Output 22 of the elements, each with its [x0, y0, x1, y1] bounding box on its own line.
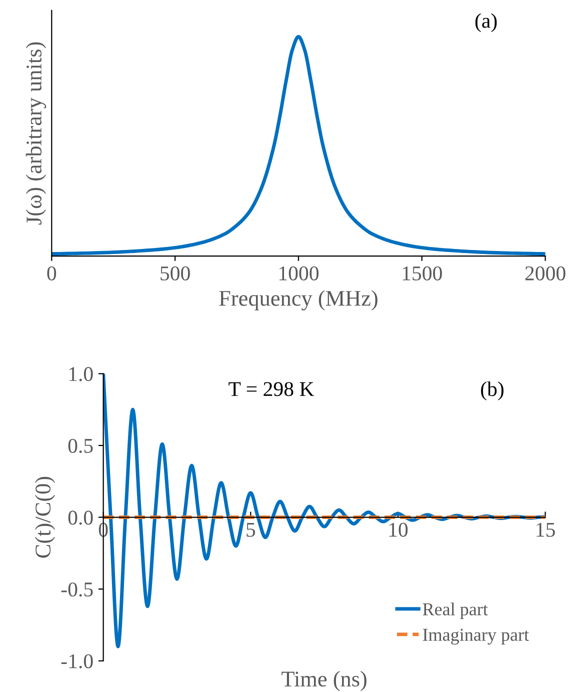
y-axis-title: J(ω) (arbitrary units) [26, 42, 46, 225]
y-tick-label: -1.0 [61, 654, 93, 668]
y-axis-title: C(t)/C(0) [34, 476, 56, 558]
annotation: (b) [481, 381, 504, 400]
legend-label: Imaginary part [422, 628, 529, 645]
x-tick-label: 500 [160, 266, 190, 280]
x-tick-label: 0 [47, 266, 56, 280]
x-axis-title: Time (ns) [282, 670, 366, 692]
x-tick-label: 1500 [402, 266, 442, 280]
text: (a) [475, 13, 497, 32]
x-axis-title: Frequency (MHz) [219, 290, 378, 310]
y-tick-label: 0.0 [68, 510, 93, 525]
y-tick-label: 0.5 [68, 438, 93, 453]
y-tick-label: -0.5 [61, 582, 93, 597]
y-tick-label: 1.0 [69, 367, 93, 382]
x-tick-label: 5 [246, 522, 256, 537]
legend-label: Real part [422, 602, 488, 620]
x-tick-label: 2000 [525, 266, 566, 280]
annotation: T = 298 K [228, 382, 314, 396]
x-tick-label: 10 [389, 522, 408, 537]
x-tick-label: 15 [536, 522, 555, 537]
x-tick-label: 1000 [279, 266, 319, 280]
